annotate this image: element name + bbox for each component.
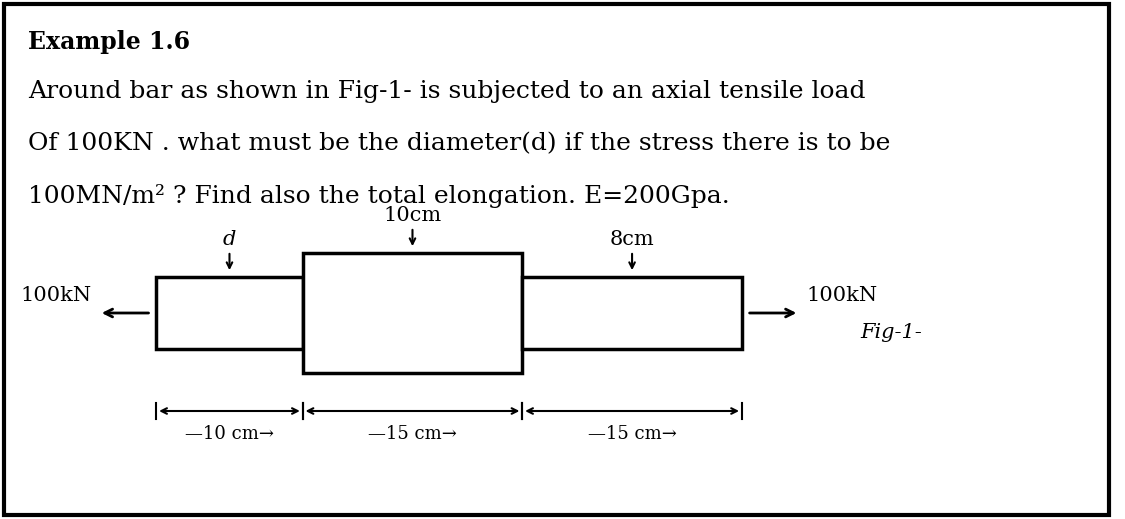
Text: 10cm: 10cm (384, 206, 442, 225)
Text: 8cm: 8cm (610, 230, 655, 249)
Text: 100kN: 100kN (21, 286, 92, 305)
Text: 100kN: 100kN (807, 286, 878, 305)
Bar (522, 277, 741, 349)
Text: —15 cm→: —15 cm→ (587, 425, 676, 443)
Text: 100MN/m² ? Find also the total elongation. E=200Gpa.: 100MN/m² ? Find also the total elongatio… (28, 184, 729, 208)
Text: d: d (223, 230, 236, 249)
Text: —10 cm→: —10 cm→ (184, 425, 274, 443)
Bar (303, 253, 522, 373)
Text: Fig-1-: Fig-1- (861, 323, 922, 343)
Text: Example 1.6: Example 1.6 (28, 30, 190, 54)
Text: Around bar as shown in Fig-1- is subjected to an axial tensile load: Around bar as shown in Fig-1- is subject… (28, 80, 865, 103)
Text: Of 100KN . what must be the diameter(d) if the stress there is to be: Of 100KN . what must be the diameter(d) … (28, 132, 890, 155)
Bar (156, 277, 303, 349)
Text: —15 cm→: —15 cm→ (368, 425, 457, 443)
